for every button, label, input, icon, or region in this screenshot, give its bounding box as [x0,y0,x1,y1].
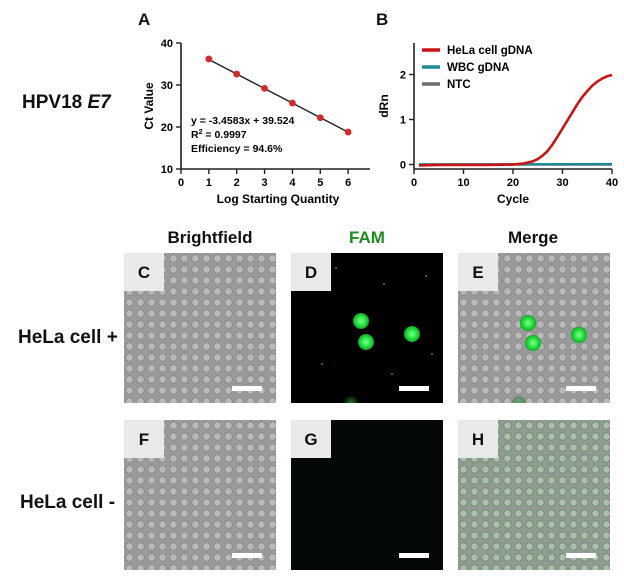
y-tick-label: 2 [400,70,406,82]
panel-letter-e: E [458,253,498,291]
r-squared: R2 = 0.9997 [191,129,247,141]
r-symbol: R [191,129,199,141]
y-tick-label: 30 [161,80,173,92]
noise-dot [383,283,385,285]
column-header-brightfield: Brightfield [167,228,253,247]
standard-curve-chart: 1020304001234567Log Starting QuantityCt … [142,38,370,206]
scale-bar [566,553,596,558]
fam-image-hela-plus: D [291,253,443,403]
merge-image-hela-plus: E [458,253,610,403]
panel-letter-b: B [376,10,389,29]
legend-label: WBC gDNA [447,62,510,74]
data-point [261,84,268,92]
x-axis-label: Cycle [497,192,529,206]
scale-bar [399,553,429,558]
merge-image-hela-minus: H [458,420,610,570]
x-tick-label: 6 [345,177,351,189]
panel-letter-c: C [124,253,164,291]
x-tick-label: 4 [289,177,296,189]
y-axis-label: Ct Value [142,82,156,130]
noise-dot [391,373,393,375]
scale-bar [232,553,262,558]
x-tick-label: 10 [457,177,469,189]
scale-bar [399,386,429,391]
noise-dot [425,275,427,277]
x-tick-label: 30 [556,177,568,189]
scale-bar [232,386,262,391]
x-tick-label: 1 [206,177,212,189]
y-tick-label: 40 [161,38,173,50]
y-tick-label: 20 [161,122,173,134]
x-tick-label: 0 [178,177,184,189]
data-point [289,99,296,107]
row-label-hela-plus: HeLa cell + [18,327,118,348]
x-tick-label: 5 [317,177,323,189]
positive-droplet [520,315,536,331]
noise-dot [335,267,337,269]
data-point [233,70,241,78]
scale-bar [566,386,596,391]
x-axis-label: Log Starting Quantity [217,192,340,206]
legend-label: HeLa cell gDNA [447,45,533,57]
faint-droplet [344,396,358,403]
data-point [205,55,213,63]
noise-dot [431,353,433,355]
positive-droplet [525,335,541,351]
efficiency: Efficiency = 94.6% [191,143,283,155]
r-superscript: 2 [199,129,203,136]
target-label-text: HPV18 [22,92,88,113]
y-tick-label: 1 [400,115,406,127]
panel-letter-a: A [138,10,151,29]
legend-label: NTC [447,79,471,91]
fit-equation: y = -3.4583x + 39.524 [191,115,294,127]
data-point [344,128,352,136]
positive-droplet [358,334,374,350]
positive-droplet [353,313,369,329]
y-axis-label: dRn [377,94,391,117]
y-tick-label: 10 [161,164,173,176]
fam-image-hela-minus: G [291,420,443,570]
panel-letter-f: F [124,420,164,458]
positive-droplet [571,327,587,343]
row-label-hela-minus: HeLa cell - [20,492,116,513]
panel-letter-d: D [291,253,331,291]
x-tick-label: 0 [411,177,417,189]
faint-droplet [512,396,526,403]
target-label: HPV18 E7 [22,92,111,114]
standard-curve-plot: 1020304001234567Log Starting QuantityCt … [142,38,370,206]
x-tick-label: 2 [234,177,240,189]
data-point [316,114,324,122]
target-label-gene: E7 [87,92,111,113]
fit-line [208,58,349,133]
y-tick-label: 0 [400,160,406,172]
x-tick-label: 40 [606,177,618,189]
brightfield-image-hela-minus: F [124,420,276,570]
panel-letter-g: G [291,420,331,458]
r-value: = 0.9997 [203,129,247,141]
column-header-merge: Merge [507,228,559,247]
positive-droplet [404,326,420,342]
brightfield-image-hela-plus: C [124,253,276,403]
noise-dot [321,363,323,365]
x-tick-label: 20 [507,177,519,189]
panel-letter-h: H [458,420,498,458]
column-header-fam: FAM [349,228,385,247]
series-line-hela-cell-gdna [418,73,613,167]
x-tick-label: 3 [262,177,268,189]
